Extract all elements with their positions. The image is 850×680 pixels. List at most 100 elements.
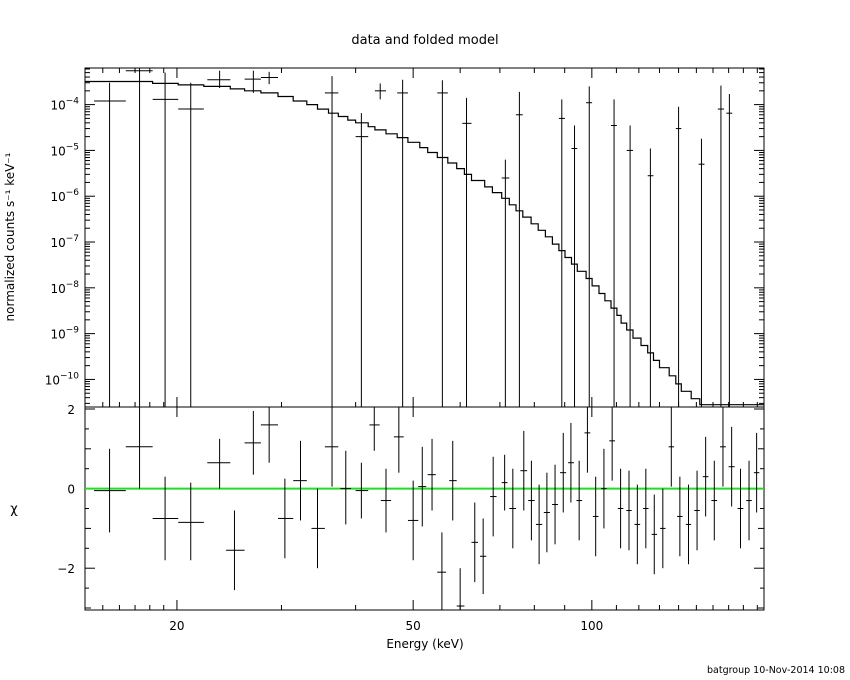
residual-data-point bbox=[369, 407, 380, 451]
chi-tick-label: 0 bbox=[67, 483, 75, 497]
spectrum-data-point bbox=[515, 91, 523, 407]
residual-data-point bbox=[152, 476, 179, 561]
spectrum-data-point bbox=[152, 72, 179, 407]
residual-data-point bbox=[260, 407, 279, 463]
spectrum-data-point bbox=[437, 80, 448, 407]
y-tick-label: 10−4 bbox=[50, 97, 79, 113]
residual-x-ticks: 20 50 100 bbox=[84, 407, 758, 633]
residual-data-point bbox=[178, 482, 204, 561]
folded-model-histogram bbox=[85, 80, 764, 406]
spectrum-data-point bbox=[717, 85, 725, 407]
spectrum-data-point bbox=[558, 99, 565, 407]
residual-data-point bbox=[311, 488, 325, 569]
residual-data-point bbox=[437, 532, 447, 610]
residual-data-point bbox=[427, 438, 436, 511]
residual-data-point bbox=[418, 446, 427, 527]
spectrum-data-point bbox=[571, 125, 578, 407]
spectrum-data-point bbox=[698, 138, 705, 407]
residual-data-point bbox=[737, 468, 744, 549]
residual-data-point bbox=[380, 468, 392, 533]
footer-stamp: batgroup 10-Nov-2014 10:08 bbox=[707, 665, 845, 676]
residual-data-point bbox=[94, 448, 126, 533]
chart-title: data and folded model bbox=[351, 33, 498, 48]
residual-data-point bbox=[702, 436, 709, 517]
residual-data-point bbox=[456, 568, 465, 610]
residual-data-point bbox=[711, 460, 718, 541]
spectrum-data-point bbox=[647, 148, 654, 407]
residual-data-point bbox=[226, 510, 245, 591]
chi-tick-label: −2 bbox=[57, 562, 75, 576]
residual-data-point bbox=[324, 407, 339, 487]
residual-data-point bbox=[634, 484, 641, 565]
spectrum-data-point bbox=[726, 94, 733, 407]
y-tick-label: 10−9 bbox=[50, 326, 79, 342]
residual-data-point bbox=[617, 468, 624, 549]
y-tick-label: 10−7 bbox=[50, 234, 79, 250]
energy-x-axis-label: Energy (keV) bbox=[386, 637, 463, 651]
y-tick-label: 10−8 bbox=[50, 280, 79, 296]
spectrum-data-point bbox=[355, 113, 369, 407]
residual-data-point bbox=[490, 456, 497, 537]
spectrum-data-point bbox=[610, 99, 617, 407]
residual-data-point bbox=[728, 426, 735, 507]
spectrum-data-point bbox=[324, 76, 339, 407]
residual-data-point bbox=[746, 460, 752, 541]
residual-y-axis-label: χ bbox=[10, 502, 18, 517]
residual-data-point bbox=[528, 460, 535, 541]
residual-data-point bbox=[592, 476, 599, 557]
residual-data-point bbox=[293, 440, 307, 521]
residual-y-ticks: 2 0 −2 bbox=[57, 403, 764, 609]
residual-data-point bbox=[207, 438, 231, 489]
residual-data-point bbox=[576, 460, 583, 541]
residual-data-point bbox=[244, 410, 261, 475]
spectrum-data-point bbox=[244, 70, 261, 93]
spectrum-data-point bbox=[125, 68, 153, 407]
spectrum-data-point bbox=[675, 106, 682, 407]
x-tick-label: 20 bbox=[169, 619, 184, 633]
spectrum-data-point bbox=[260, 71, 279, 85]
residual-data-point bbox=[125, 407, 153, 489]
residual-data-point bbox=[449, 440, 457, 521]
y-tick-label: 10−5 bbox=[50, 142, 79, 158]
residual-data-point bbox=[560, 432, 567, 513]
residual-data-point bbox=[753, 432, 760, 513]
chi-tick-label: 2 bbox=[67, 403, 75, 417]
residual-data-point bbox=[355, 462, 369, 519]
spectrum-y-major-ticks: 10−4 10−5 10−6 10−7 10−8 10−9 10−10 bbox=[45, 97, 764, 387]
residual-data-point bbox=[340, 450, 352, 525]
residual-data-point bbox=[643, 468, 649, 549]
spectrum-data-point bbox=[207, 70, 231, 89]
spectrum-y-minor-ticks bbox=[85, 68, 764, 404]
residual-data-point bbox=[535, 484, 543, 565]
spectrum-data-points bbox=[94, 68, 733, 407]
residual-data-point bbox=[520, 430, 528, 511]
spectrum-data-point bbox=[178, 82, 204, 407]
residual-data-points bbox=[94, 407, 760, 610]
residual-data-point bbox=[552, 464, 559, 545]
spectrum-panel: normalized counts s⁻¹ keV⁻¹ 10−4 10−5 10−6… bbox=[3, 67, 765, 408]
spectrum-data-point bbox=[374, 83, 386, 100]
residual-data-point bbox=[694, 470, 700, 551]
spectrum-data-point bbox=[626, 125, 633, 407]
residual-data-point bbox=[393, 407, 404, 473]
residual-data-point bbox=[609, 407, 616, 481]
x-tick-label: 50 bbox=[406, 619, 421, 633]
spectrum-data-point bbox=[586, 86, 593, 407]
y-tick-label: 10−10 bbox=[45, 371, 80, 387]
residual-data-point bbox=[568, 422, 574, 503]
x-tick-label: 100 bbox=[580, 619, 603, 633]
spectrum-y-axis-label: normalized counts s⁻¹ keV⁻¹ bbox=[3, 152, 17, 321]
residual-data-point bbox=[626, 470, 632, 551]
residual-data-point bbox=[668, 407, 675, 487]
residual-data-point bbox=[685, 484, 692, 565]
residual-data-point bbox=[677, 476, 683, 557]
residual-data-point bbox=[660, 488, 666, 569]
residual-data-point bbox=[407, 480, 419, 561]
residual-data-point bbox=[471, 502, 478, 583]
residual-data-point bbox=[719, 407, 726, 487]
y-tick-label: 10−6 bbox=[50, 188, 79, 204]
residual-data-point bbox=[501, 454, 508, 511]
spectrum-data-point bbox=[94, 82, 126, 407]
